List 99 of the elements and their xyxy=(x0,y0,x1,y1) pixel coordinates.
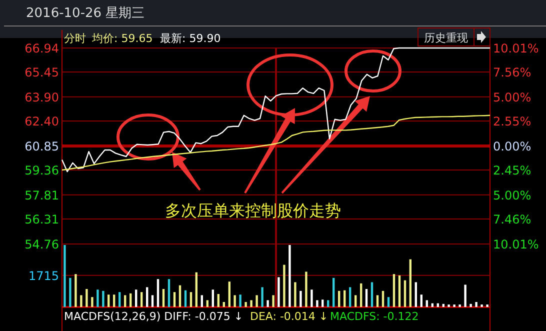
y-tick-label: 63.90 xyxy=(24,90,59,104)
text: MACDFS(12,26,9) DIFF: -0.075 ↓ xyxy=(64,310,244,323)
bar xyxy=(283,264,286,307)
bar xyxy=(305,272,308,307)
y-tick-label: 65.45 xyxy=(24,65,59,80)
y-tick-label: 57.81 xyxy=(24,188,59,202)
bar xyxy=(151,295,154,307)
y-tick-label: 60.85 xyxy=(24,140,59,154)
bar xyxy=(135,290,138,307)
y-tick-label: 59.36 xyxy=(24,163,59,178)
bar xyxy=(222,302,225,307)
bar xyxy=(360,283,362,307)
bar xyxy=(464,284,466,307)
bar xyxy=(327,300,330,307)
bar xyxy=(338,290,340,307)
y2-tick-label: 7.46% xyxy=(493,212,532,227)
text: MACDFS: -0.122 xyxy=(330,310,419,323)
bar xyxy=(316,300,318,307)
bar xyxy=(256,295,258,307)
bar xyxy=(146,287,148,307)
bar xyxy=(278,277,280,307)
bar xyxy=(130,293,132,307)
bar xyxy=(426,300,428,307)
bar xyxy=(118,292,121,307)
y-tick-label: 56.31 xyxy=(24,212,59,227)
y2-tick-label: 2.55% xyxy=(493,114,532,129)
y2-tick-label: 5.00% xyxy=(493,90,532,105)
bar xyxy=(195,272,198,307)
bar xyxy=(261,287,264,307)
bar xyxy=(409,259,412,307)
text: 历史重现 xyxy=(424,32,468,44)
bar xyxy=(178,285,182,307)
bar xyxy=(387,297,390,307)
text: 分时 xyxy=(64,32,86,45)
y2-tick-label: 7.56% xyxy=(493,65,532,80)
bar xyxy=(96,290,99,307)
bar xyxy=(113,294,116,307)
bar xyxy=(392,274,396,307)
bar xyxy=(124,295,126,307)
bar xyxy=(91,297,94,307)
bar xyxy=(420,294,422,307)
bar xyxy=(86,289,88,307)
bar xyxy=(398,275,401,307)
text: 均价: 59.65 xyxy=(91,32,153,45)
bar xyxy=(332,278,335,307)
bar xyxy=(322,300,324,307)
bar xyxy=(470,304,472,307)
text: 最新: 59.90 xyxy=(160,32,221,45)
bar xyxy=(365,289,368,307)
line-series xyxy=(61,47,491,172)
bar xyxy=(200,295,203,307)
bar xyxy=(162,289,165,307)
y2-tick-label: 0.00% xyxy=(493,140,532,154)
bar xyxy=(349,287,352,307)
bar xyxy=(168,279,170,307)
bar xyxy=(74,274,77,307)
bar xyxy=(310,290,313,307)
bar xyxy=(184,290,187,307)
bar xyxy=(294,282,296,307)
bar xyxy=(108,294,110,307)
bar xyxy=(244,302,247,307)
bar xyxy=(272,295,274,307)
y-tick-label: 62.40 xyxy=(24,114,59,129)
bar xyxy=(228,282,230,307)
bar xyxy=(250,300,252,307)
bar xyxy=(344,290,346,307)
bar xyxy=(64,245,66,307)
y2-tick-label: 10.01% xyxy=(493,238,539,252)
bar xyxy=(234,295,236,307)
bar xyxy=(354,295,357,307)
y-tick-label: 66.94 xyxy=(24,42,59,56)
text: DEA: -0.014 ↓ xyxy=(250,310,328,323)
bar xyxy=(173,292,176,307)
bar xyxy=(475,302,478,307)
bar xyxy=(69,278,72,307)
bar xyxy=(80,295,82,307)
line-series xyxy=(61,114,491,171)
bar xyxy=(217,294,220,307)
bar xyxy=(382,290,384,307)
bar xyxy=(156,279,160,307)
text: 1715 xyxy=(28,269,59,283)
bar xyxy=(288,245,291,307)
bar xyxy=(300,290,302,307)
bar xyxy=(212,290,214,307)
bar xyxy=(404,280,406,307)
bar xyxy=(206,300,208,307)
bar xyxy=(190,292,192,307)
bar xyxy=(102,290,104,307)
bar xyxy=(140,292,143,307)
bar xyxy=(414,282,417,307)
y2-tick-label: 10.01% xyxy=(493,42,539,56)
bar xyxy=(266,300,269,307)
y2-tick-label: 5.00% xyxy=(493,188,532,202)
chart-title: 2016-10-26 星期三 xyxy=(26,6,145,21)
bar xyxy=(239,294,242,307)
y-tick-label: 54.76 xyxy=(24,238,59,252)
y2-tick-label: 2.45% xyxy=(493,163,532,178)
bar xyxy=(376,295,379,307)
bar xyxy=(370,282,374,307)
